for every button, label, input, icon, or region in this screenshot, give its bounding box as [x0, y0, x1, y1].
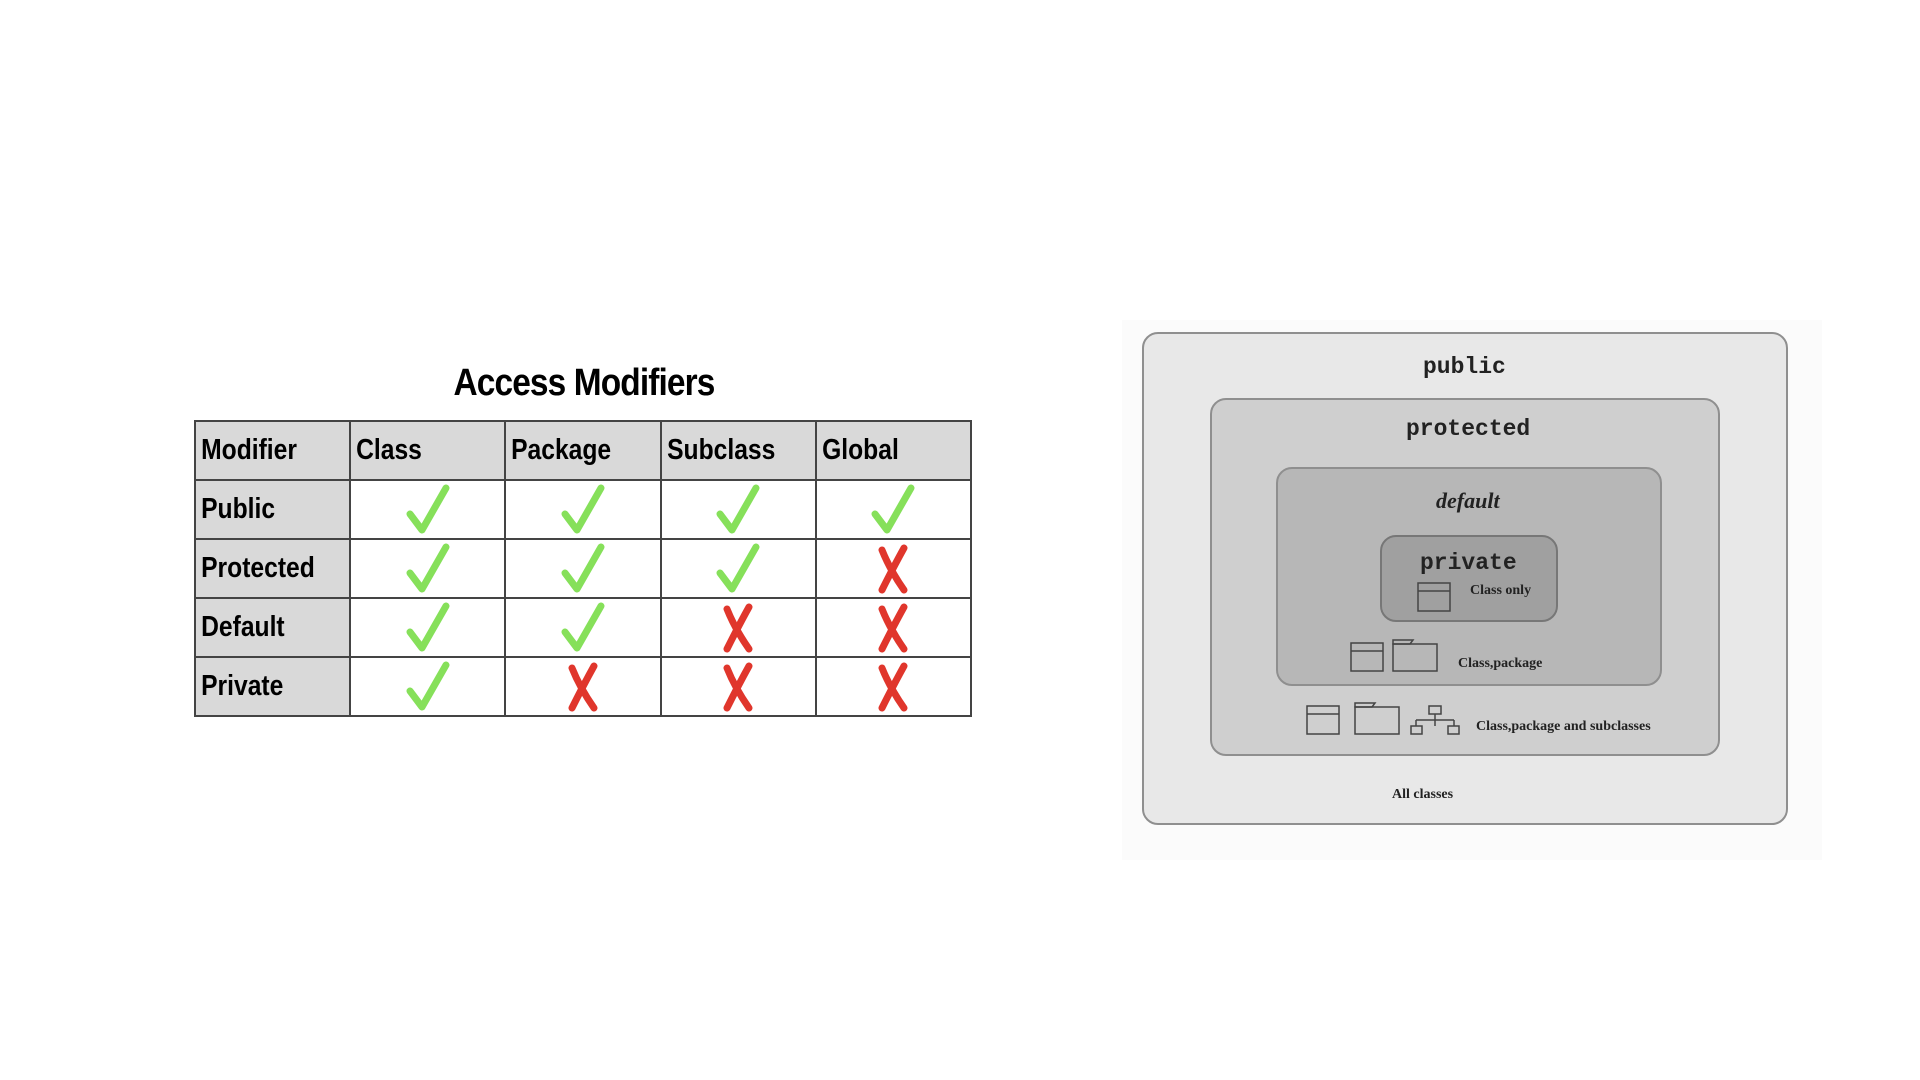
check-mark-icon	[506, 543, 659, 595]
class-package-label: Class,package	[1458, 656, 1543, 671]
cross-mark-icon	[817, 603, 970, 653]
class-hierarchy-icon	[1410, 705, 1460, 735]
cell-protected-subclass	[659, 538, 817, 599]
cell-public-class	[349, 479, 507, 540]
class-package-subclasses-label: Class,package and subclasses	[1476, 719, 1651, 734]
table-row: Default	[193, 597, 973, 658]
private-scope-box	[1380, 535, 1558, 622]
cell-private-global	[814, 656, 973, 717]
check-mark-icon	[817, 484, 970, 536]
cell-public-package	[504, 479, 662, 540]
all-classes-label: All classes	[1392, 787, 1454, 802]
cell-public-subclass	[659, 479, 817, 540]
row-label-default: Default	[193, 597, 352, 658]
table-title: Access Modifiers	[453, 362, 715, 404]
table-row: Private	[193, 656, 973, 717]
row-label-private: Private	[193, 656, 352, 717]
cross-mark-icon	[817, 544, 970, 594]
table-row: Public	[193, 479, 973, 540]
check-mark-icon	[351, 543, 504, 595]
check-mark-icon	[351, 602, 504, 654]
check-mark-icon	[662, 484, 815, 536]
cross-mark-icon	[817, 662, 970, 712]
class-icon	[1350, 642, 1384, 672]
package-folder-icon	[1354, 702, 1400, 735]
class-icon	[1417, 582, 1451, 612]
table-header-row: Modifier Class Package Subclass Global	[193, 420, 973, 481]
cell-protected-global	[814, 538, 973, 599]
cell-public-global	[814, 479, 973, 540]
cell-private-subclass	[659, 656, 817, 717]
row-label-protected: Protected	[193, 538, 352, 599]
cell-default-package	[504, 597, 662, 658]
header-global: Global	[814, 420, 973, 481]
check-mark-icon	[662, 543, 815, 595]
cell-default-global	[814, 597, 973, 658]
row-label-public: Public	[193, 479, 352, 540]
class-only-label: Class only	[1470, 583, 1532, 598]
header-class: Class	[349, 420, 507, 481]
cell-private-package	[504, 656, 662, 717]
check-mark-icon	[351, 484, 504, 536]
protected-label: protected	[1406, 416, 1531, 442]
access-modifiers-table: Modifier Class Package Subclass Global P…	[193, 420, 973, 717]
access-modifiers-table-panel: Access Modifiers Modifier Class Package …	[193, 358, 974, 717]
cross-mark-icon	[662, 662, 815, 712]
default-label: default	[1436, 488, 1500, 513]
header-subclass: Subclass	[659, 420, 817, 481]
cell-private-class	[349, 656, 507, 717]
check-mark-icon	[506, 484, 659, 536]
check-mark-icon	[351, 661, 504, 713]
table-row: Protected	[193, 538, 973, 599]
cross-mark-icon	[506, 662, 659, 712]
header-modifier: Modifier	[193, 420, 352, 481]
check-mark-icon	[506, 602, 659, 654]
cell-protected-package	[504, 538, 662, 599]
package-folder-icon	[1392, 639, 1438, 672]
cell-protected-class	[349, 538, 507, 599]
cell-default-class	[349, 597, 507, 658]
cell-default-subclass	[659, 597, 817, 658]
cross-mark-icon	[662, 603, 815, 653]
header-package: Package	[504, 420, 662, 481]
class-icon	[1306, 705, 1340, 735]
scope-diagram: public protected default private Class o…	[1122, 320, 1822, 860]
private-label: private	[1420, 550, 1517, 576]
public-label: public	[1423, 354, 1506, 380]
